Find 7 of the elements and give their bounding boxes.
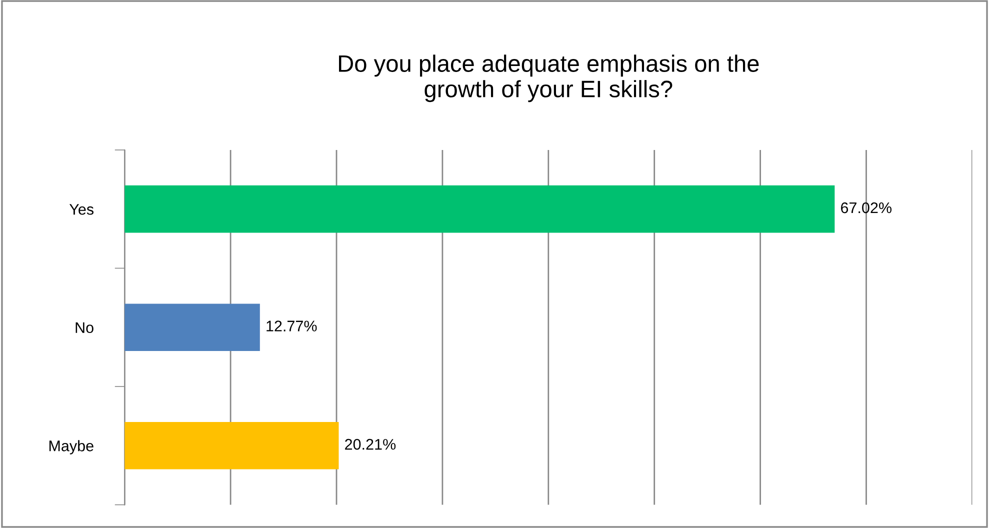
y-tick-label: No — [76, 322, 94, 334]
chart-title: Do you place adequate emphasis on the growth of your EI skills? — [339, 54, 759, 102]
data-label: 12.77% — [266, 320, 317, 332]
y-tick-label: Yes — [69, 204, 94, 215]
data-label: 67.02% — [841, 202, 892, 214]
y-tick-label: Maybe — [49, 440, 94, 454]
data-label: 20.21% — [345, 438, 396, 450]
